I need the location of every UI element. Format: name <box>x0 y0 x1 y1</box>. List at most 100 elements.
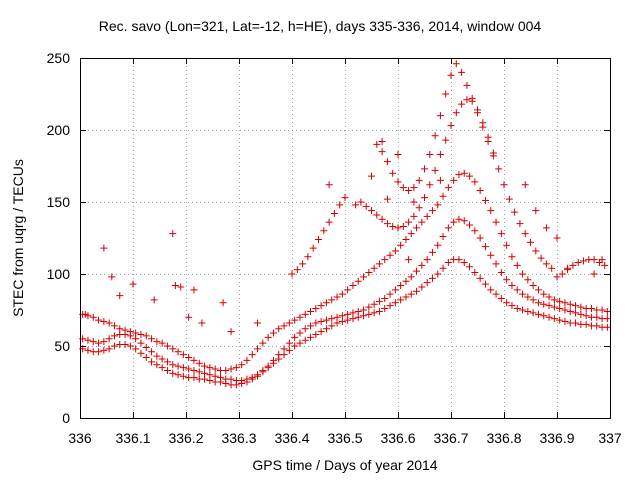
data-point <box>460 169 468 177</box>
data-point <box>418 261 426 269</box>
data-point <box>169 345 177 353</box>
y-tick-label: 0 <box>62 410 70 426</box>
data-point <box>434 201 442 209</box>
chart-title: Rec. savo (Lon=321, Lat=-12, h=HE), days… <box>98 18 542 34</box>
data-point <box>495 165 503 173</box>
data-point <box>405 186 413 194</box>
data-point <box>513 305 521 313</box>
data-point <box>95 316 103 324</box>
data-point <box>402 277 410 285</box>
data-point <box>248 375 256 383</box>
data-point <box>572 309 580 317</box>
data-point <box>227 365 235 373</box>
data-point <box>598 306 606 314</box>
data-point <box>553 234 561 242</box>
data-point <box>328 322 336 330</box>
data-point <box>232 364 240 372</box>
data-point <box>179 372 187 380</box>
data-point <box>542 224 550 232</box>
data-point <box>264 333 272 341</box>
data-point <box>534 286 542 294</box>
data-point <box>569 261 577 269</box>
x-tick-label: 336.8 <box>486 430 521 446</box>
data-point <box>460 217 468 225</box>
data-point <box>492 260 500 268</box>
data-point <box>100 338 108 346</box>
data-point <box>301 325 309 333</box>
data-point <box>582 320 590 328</box>
data-point <box>431 166 439 174</box>
data-point <box>254 319 262 327</box>
data-point <box>389 222 397 230</box>
data-point <box>426 150 434 158</box>
data-point <box>527 238 534 246</box>
data-point <box>413 287 421 295</box>
data-point <box>550 303 558 311</box>
data-point <box>137 349 145 357</box>
data-point <box>476 186 484 194</box>
data-point <box>116 292 124 300</box>
data-point <box>378 138 386 146</box>
data-point <box>466 172 474 180</box>
y-tick-label: 250 <box>47 50 71 66</box>
data-point <box>497 294 505 302</box>
data-point <box>137 330 145 338</box>
data-point <box>603 315 611 323</box>
data-point <box>439 233 447 241</box>
data-point <box>322 325 330 333</box>
data-point <box>497 269 505 277</box>
data-point <box>436 176 444 184</box>
data-point <box>431 132 439 140</box>
data-point <box>179 351 187 359</box>
data-point <box>545 293 553 301</box>
data-point <box>254 372 262 380</box>
data-point <box>391 299 399 307</box>
data-point <box>519 290 527 298</box>
data-point <box>110 322 118 330</box>
data-point <box>148 335 156 343</box>
data-point <box>407 290 415 298</box>
data-point <box>365 269 373 277</box>
data-point <box>322 316 330 324</box>
data-point <box>479 123 487 131</box>
data-point <box>307 322 315 330</box>
data-point <box>291 342 299 350</box>
data-point <box>397 296 405 304</box>
data-point <box>108 273 116 281</box>
y-tick-label: 50 <box>54 338 70 354</box>
data-point <box>421 194 428 202</box>
data-point <box>410 184 418 192</box>
data-point <box>190 366 198 374</box>
data-point <box>391 247 399 255</box>
data-point <box>259 368 267 376</box>
data-point <box>275 325 283 333</box>
data-point <box>383 158 391 166</box>
data-point <box>373 211 381 219</box>
data-point <box>450 218 458 226</box>
data-point <box>386 302 394 310</box>
data-point <box>370 300 378 308</box>
data-point <box>548 264 556 272</box>
data-point <box>405 218 413 226</box>
data-point <box>325 181 333 189</box>
data-point <box>471 227 479 235</box>
x-tick-label: 336 <box>68 430 92 446</box>
x-tick-label: 336.2 <box>168 430 203 446</box>
data-point <box>436 150 444 158</box>
data-point <box>529 296 537 304</box>
data-point <box>269 359 277 367</box>
x-tick-label: 336.5 <box>327 430 362 446</box>
data-point <box>537 254 545 262</box>
data-point <box>556 316 564 324</box>
data-point <box>126 342 134 350</box>
data-point <box>529 309 537 317</box>
data-point <box>561 299 569 307</box>
data-point <box>375 297 383 305</box>
data-point <box>349 315 357 323</box>
data-point <box>497 230 505 238</box>
data-point <box>508 253 516 261</box>
data-point <box>301 310 309 318</box>
data-point <box>301 336 309 344</box>
data-point <box>110 332 118 340</box>
data-point <box>206 364 214 372</box>
